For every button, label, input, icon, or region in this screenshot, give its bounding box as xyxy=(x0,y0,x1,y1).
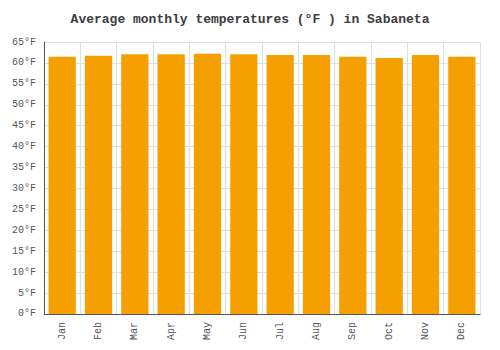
svg-text:May: May xyxy=(202,322,213,340)
svg-text:Average monthly temperatures (: Average monthly temperatures (°F ) in Sa… xyxy=(71,12,430,27)
svg-text:65°F: 65°F xyxy=(12,37,36,48)
svg-text:40°F: 40°F xyxy=(12,141,36,152)
svg-text:55°F: 55°F xyxy=(12,78,36,89)
svg-text:Aug: Aug xyxy=(311,322,322,340)
svg-text:10°F: 10°F xyxy=(12,267,36,278)
svg-text:Mar: Mar xyxy=(129,322,140,340)
svg-text:Jan: Jan xyxy=(57,322,68,340)
svg-text:Oct: Oct xyxy=(384,322,395,340)
svg-text:Nov: Nov xyxy=(420,322,431,340)
svg-text:45°F: 45°F xyxy=(12,120,36,131)
svg-text:20°F: 20°F xyxy=(12,225,36,236)
svg-text:Apr: Apr xyxy=(166,322,177,340)
svg-text:0°F: 0°F xyxy=(18,308,36,319)
svg-text:Feb: Feb xyxy=(93,322,104,340)
svg-text:5°F: 5°F xyxy=(18,288,36,299)
svg-text:Jul: Jul xyxy=(275,322,286,340)
svg-text:35°F: 35°F xyxy=(12,162,36,173)
svg-text:Jun: Jun xyxy=(238,322,249,340)
svg-text:15°F: 15°F xyxy=(12,246,36,257)
svg-text:60°F: 60°F xyxy=(12,57,36,68)
svg-text:Dec: Dec xyxy=(456,322,467,340)
svg-text:50°F: 50°F xyxy=(12,99,36,110)
svg-text:Sep: Sep xyxy=(347,322,358,340)
svg-text:30°F: 30°F xyxy=(12,183,36,194)
svg-text:25°F: 25°F xyxy=(12,204,36,215)
